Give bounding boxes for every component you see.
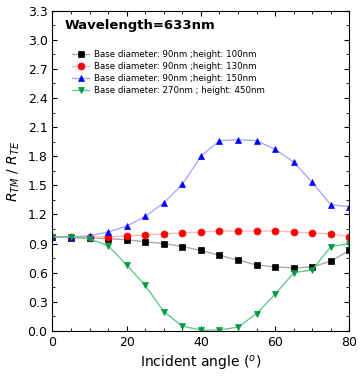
Base diameter: 90nm ;height: 100nm: (70, 0.66): 90nm ;height: 100nm: (70, 0.66) — [310, 265, 314, 269]
Base diameter: 90nm ;height: 150nm: (20, 1.08): 90nm ;height: 150nm: (20, 1.08) — [125, 224, 129, 229]
Base diameter: 270nm ; height: 450nm: (5, 0.97): 270nm ; height: 450nm: (5, 0.97) — [69, 235, 73, 239]
Base diameter: 90nm ;height: 100nm: (0, 0.97): 90nm ;height: 100nm: (0, 0.97) — [50, 235, 54, 239]
Line: Base diameter: 270nm ; height: 450nm: Base diameter: 270nm ; height: 450nm — [49, 233, 353, 334]
Base diameter: 90nm ;height: 150nm: (10, 0.98): 90nm ;height: 150nm: (10, 0.98) — [87, 233, 92, 238]
Base diameter: 90nm ;height: 100nm: (20, 0.94): 90nm ;height: 100nm: (20, 0.94) — [125, 238, 129, 242]
Base diameter: 270nm ; height: 450nm: (50, 0.04): 270nm ; height: 450nm: (50, 0.04) — [236, 325, 240, 329]
Base diameter: 90nm ;height: 150nm: (75, 1.3): 90nm ;height: 150nm: (75, 1.3) — [329, 202, 333, 207]
Line: Base diameter: 90nm ;height: 100nm: Base diameter: 90nm ;height: 100nm — [49, 233, 353, 271]
Base diameter: 90nm ;height: 100nm: (40, 0.83): 90nm ;height: 100nm: (40, 0.83) — [199, 248, 203, 253]
Base diameter: 90nm ;height: 100nm: (25, 0.92): 90nm ;height: 100nm: (25, 0.92) — [143, 240, 147, 244]
Line: Base diameter: 90nm ;height: 150nm: Base diameter: 90nm ;height: 150nm — [49, 136, 353, 240]
Base diameter: 90nm ;height: 130nm: (10, 0.97): 90nm ;height: 130nm: (10, 0.97) — [87, 235, 92, 239]
Base diameter: 90nm ;height: 150nm: (60, 1.87): 90nm ;height: 150nm: (60, 1.87) — [273, 147, 277, 152]
Base diameter: 90nm ;height: 150nm: (5, 0.97): 90nm ;height: 150nm: (5, 0.97) — [69, 235, 73, 239]
Base diameter: 270nm ; height: 450nm: (15, 0.88): 270nm ; height: 450nm: (15, 0.88) — [106, 243, 110, 248]
Base diameter: 270nm ; height: 450nm: (40, 0.01): 270nm ; height: 450nm: (40, 0.01) — [199, 328, 203, 332]
Base diameter: 90nm ;height: 130nm: (55, 1.03): 90nm ;height: 130nm: (55, 1.03) — [254, 229, 259, 233]
Base diameter: 90nm ;height: 100nm: (15, 0.95): 90nm ;height: 100nm: (15, 0.95) — [106, 236, 110, 241]
Base diameter: 270nm ; height: 450nm: (0, 0.97): 270nm ; height: 450nm: (0, 0.97) — [50, 235, 54, 239]
Base diameter: 270nm ; height: 450nm: (20, 0.68): 270nm ; height: 450nm: (20, 0.68) — [125, 263, 129, 267]
Base diameter: 90nm ;height: 150nm: (15, 1.02): 90nm ;height: 150nm: (15, 1.02) — [106, 230, 110, 234]
Base diameter: 270nm ; height: 450nm: (35, 0.05): 270nm ; height: 450nm: (35, 0.05) — [180, 324, 184, 329]
Base diameter: 90nm ;height: 130nm: (75, 1): 90nm ;height: 130nm: (75, 1) — [329, 232, 333, 236]
Base diameter: 90nm ;height: 100nm: (5, 0.96): 90nm ;height: 100nm: (5, 0.96) — [69, 235, 73, 240]
Base diameter: 90nm ;height: 130nm: (35, 1.01): 90nm ;height: 130nm: (35, 1.01) — [180, 231, 184, 235]
Base diameter: 90nm ;height: 100nm: (75, 0.72): 90nm ;height: 100nm: (75, 0.72) — [329, 259, 333, 263]
Base diameter: 90nm ;height: 100nm: (60, 0.66): 90nm ;height: 100nm: (60, 0.66) — [273, 265, 277, 269]
Base diameter: 90nm ;height: 150nm: (80, 1.28): 90nm ;height: 150nm: (80, 1.28) — [347, 204, 352, 209]
Text: Wavelength=633nm: Wavelength=633nm — [64, 19, 215, 31]
Base diameter: 90nm ;height: 100nm: (55, 0.68): 90nm ;height: 100nm: (55, 0.68) — [254, 263, 259, 267]
Base diameter: 90nm ;height: 100nm: (80, 0.83): 90nm ;height: 100nm: (80, 0.83) — [347, 248, 352, 253]
Base diameter: 90nm ;height: 100nm: (50, 0.73): 90nm ;height: 100nm: (50, 0.73) — [236, 258, 240, 262]
Base diameter: 270nm ; height: 450nm: (75, 0.87): 270nm ; height: 450nm: (75, 0.87) — [329, 244, 333, 249]
Base diameter: 90nm ;height: 130nm: (15, 0.97): 90nm ;height: 130nm: (15, 0.97) — [106, 235, 110, 239]
Base diameter: 90nm ;height: 150nm: (50, 1.97): 90nm ;height: 150nm: (50, 1.97) — [236, 138, 240, 142]
Base diameter: 90nm ;height: 150nm: (0, 0.97): 90nm ;height: 150nm: (0, 0.97) — [50, 235, 54, 239]
Base diameter: 90nm ;height: 100nm: (35, 0.87): 90nm ;height: 100nm: (35, 0.87) — [180, 244, 184, 249]
Base diameter: 270nm ; height: 450nm: (70, 0.63): 270nm ; height: 450nm: (70, 0.63) — [310, 268, 314, 272]
Base diameter: 90nm ;height: 130nm: (20, 0.98): 90nm ;height: 130nm: (20, 0.98) — [125, 233, 129, 238]
Base diameter: 90nm ;height: 130nm: (50, 1.03): 90nm ;height: 130nm: (50, 1.03) — [236, 229, 240, 233]
Base diameter: 90nm ;height: 130nm: (25, 0.99): 90nm ;height: 130nm: (25, 0.99) — [143, 233, 147, 237]
Base diameter: 270nm ; height: 450nm: (45, 0.01): 270nm ; height: 450nm: (45, 0.01) — [217, 328, 222, 332]
Base diameter: 90nm ;height: 130nm: (60, 1.03): 90nm ;height: 130nm: (60, 1.03) — [273, 229, 277, 233]
Legend: Base diameter: 90nm ;height: 100nm, Base diameter: 90nm ;height: 130nm, Base dia: Base diameter: 90nm ;height: 100nm, Base… — [69, 47, 268, 99]
Base diameter: 90nm ;height: 150nm: (55, 1.96): 90nm ;height: 150nm: (55, 1.96) — [254, 138, 259, 143]
Base diameter: 90nm ;height: 130nm: (30, 1): 90nm ;height: 130nm: (30, 1) — [162, 232, 166, 236]
Base diameter: 90nm ;height: 100nm: (10, 0.96): 90nm ;height: 100nm: (10, 0.96) — [87, 235, 92, 240]
X-axis label: Incident angle ($^o$): Incident angle ($^o$) — [140, 354, 262, 373]
Base diameter: 90nm ;height: 130nm: (5, 0.97): 90nm ;height: 130nm: (5, 0.97) — [69, 235, 73, 239]
Base diameter: 90nm ;height: 100nm: (45, 0.78): 90nm ;height: 100nm: (45, 0.78) — [217, 253, 222, 258]
Base diameter: 90nm ;height: 150nm: (30, 1.32): 90nm ;height: 150nm: (30, 1.32) — [162, 200, 166, 205]
Base diameter: 270nm ; height: 450nm: (65, 0.6): 270nm ; height: 450nm: (65, 0.6) — [291, 271, 296, 275]
Base diameter: 270nm ; height: 450nm: (60, 0.38): 270nm ; height: 450nm: (60, 0.38) — [273, 292, 277, 296]
Base diameter: 90nm ;height: 150nm: (45, 1.96): 90nm ;height: 150nm: (45, 1.96) — [217, 138, 222, 143]
Base diameter: 90nm ;height: 150nm: (70, 1.53): 90nm ;height: 150nm: (70, 1.53) — [310, 180, 314, 185]
Base diameter: 90nm ;height: 130nm: (65, 1.02): 90nm ;height: 130nm: (65, 1.02) — [291, 230, 296, 234]
Base diameter: 90nm ;height: 130nm: (80, 0.97): 90nm ;height: 130nm: (80, 0.97) — [347, 235, 352, 239]
Base diameter: 90nm ;height: 130nm: (0, 0.97): 90nm ;height: 130nm: (0, 0.97) — [50, 235, 54, 239]
Base diameter: 90nm ;height: 150nm: (35, 1.51): 90nm ;height: 150nm: (35, 1.51) — [180, 182, 184, 187]
Base diameter: 90nm ;height: 130nm: (45, 1.03): 90nm ;height: 130nm: (45, 1.03) — [217, 229, 222, 233]
Base diameter: 90nm ;height: 130nm: (70, 1.01): 90nm ;height: 130nm: (70, 1.01) — [310, 231, 314, 235]
Base diameter: 270nm ; height: 450nm: (30, 0.2): 270nm ; height: 450nm: (30, 0.2) — [162, 309, 166, 314]
Base diameter: 270nm ; height: 450nm: (55, 0.18): 270nm ; height: 450nm: (55, 0.18) — [254, 311, 259, 316]
Base diameter: 90nm ;height: 150nm: (40, 1.8): 90nm ;height: 150nm: (40, 1.8) — [199, 154, 203, 158]
Base diameter: 270nm ; height: 450nm: (80, 0.9): 270nm ; height: 450nm: (80, 0.9) — [347, 241, 352, 246]
Base diameter: 90nm ;height: 130nm: (40, 1.02): 90nm ;height: 130nm: (40, 1.02) — [199, 230, 203, 234]
Base diameter: 270nm ; height: 450nm: (10, 0.95): 270nm ; height: 450nm: (10, 0.95) — [87, 236, 92, 241]
Line: Base diameter: 90nm ;height: 130nm: Base diameter: 90nm ;height: 130nm — [49, 227, 353, 240]
Base diameter: 90nm ;height: 150nm: (65, 1.74): 90nm ;height: 150nm: (65, 1.74) — [291, 160, 296, 164]
Base diameter: 90nm ;height: 100nm: (30, 0.9): 90nm ;height: 100nm: (30, 0.9) — [162, 241, 166, 246]
Base diameter: 90nm ;height: 150nm: (25, 1.18): 90nm ;height: 150nm: (25, 1.18) — [143, 214, 147, 219]
Base diameter: 270nm ; height: 450nm: (25, 0.47): 270nm ; height: 450nm: (25, 0.47) — [143, 283, 147, 288]
Base diameter: 90nm ;height: 100nm: (65, 0.65): 90nm ;height: 100nm: (65, 0.65) — [291, 266, 296, 270]
Y-axis label: $R_{TM}$ / $R_{TE}$: $R_{TM}$ / $R_{TE}$ — [5, 140, 22, 202]
